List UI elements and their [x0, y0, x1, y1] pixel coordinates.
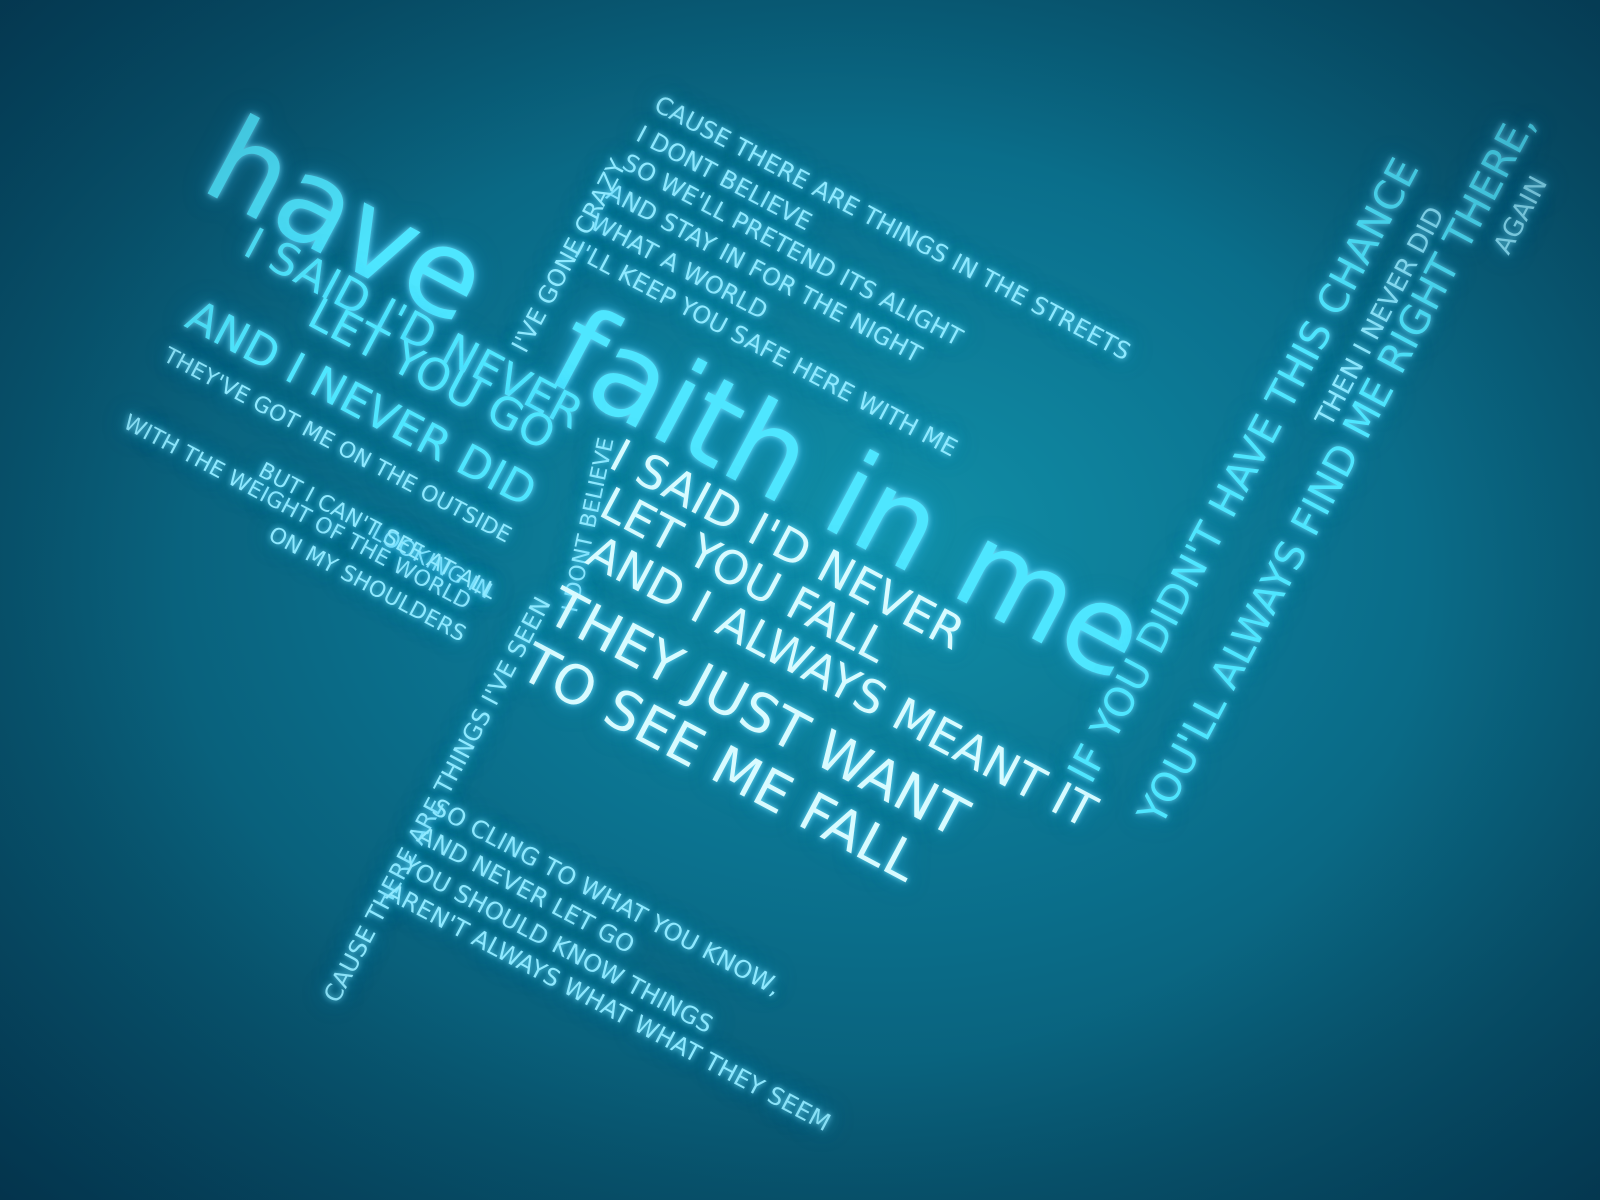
- line-find-me-right-there: YOU'LL ALWAYS FIND ME RIGHT THERE,: [1129, 104, 1546, 833]
- line-this-chance: IF YOU DIDN'T HAVE THIS CHANCE: [1059, 150, 1429, 791]
